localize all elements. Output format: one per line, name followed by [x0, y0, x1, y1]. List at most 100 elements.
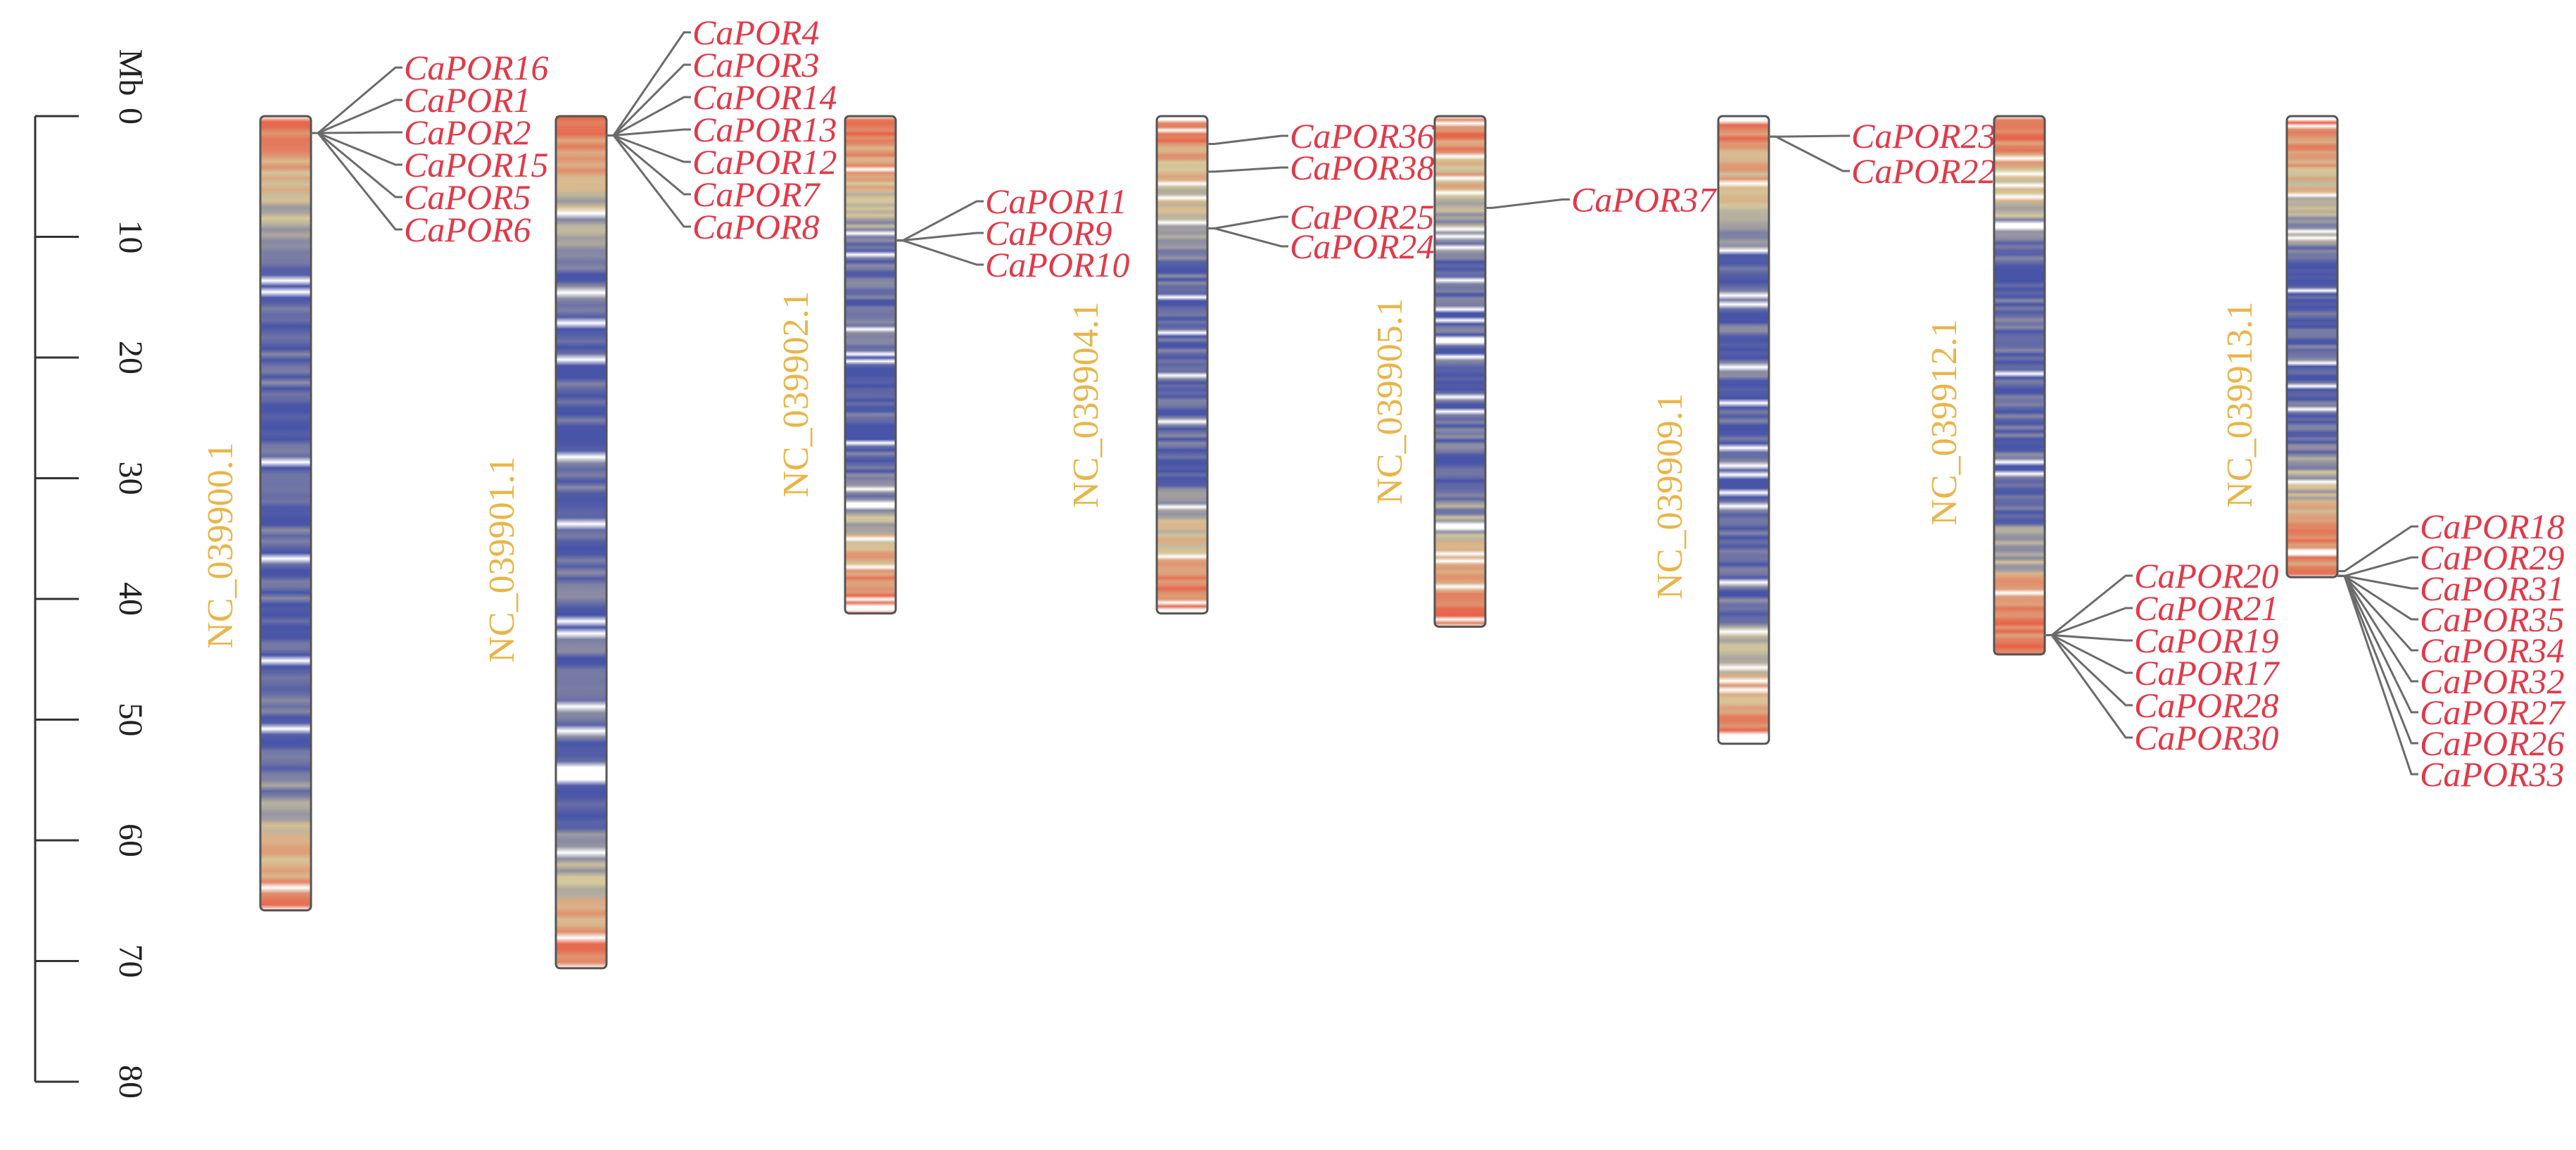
gene-label: CaPOR26: [2420, 724, 2565, 763]
gene-label: CaPOR30: [2134, 718, 2279, 757]
gene-leader-line: [896, 239, 984, 266]
gene-label: CaPOR2: [404, 113, 531, 152]
scale-unit-label: Mb: [112, 49, 149, 96]
chromosome-label: NC_039909.1: [1650, 393, 1690, 599]
scale-tick-label: 60: [112, 823, 149, 857]
scale-bar: 0 10 20 30 40 50 60 70 80 Mb: [34, 49, 149, 1099]
gene-label: CaPOR3: [692, 45, 820, 84]
chromosome-NC_039913-1: NC_039913.1CaPOR18CaPOR29CaPOR31CaPOR35C…: [2220, 115, 2566, 794]
gene-leader-line: [311, 131, 402, 134]
chromosome-body: [1994, 116, 2045, 655]
gene-leader-line: [1207, 134, 1288, 145]
chromosome-NC_039905-1: NC_039905.1 CaPOR37: [1370, 115, 1718, 628]
gene-label: CaPOR11: [985, 182, 1127, 221]
gene-label: CaPOR27: [2420, 693, 2566, 732]
chromosome-NC_039912-1: NC_039912.1CaPOR20CaPOR21CaPOR19CaPOR17C…: [1924, 115, 2280, 757]
gene-label: CaPOR38: [1290, 148, 1435, 187]
chromosome-outline: [554, 115, 608, 970]
gene-label: CaPOR32: [2420, 662, 2565, 701]
chromosome-body: [1157, 116, 1207, 614]
gene-label: CaPOR16: [404, 48, 549, 87]
gene-label: CaPOR29: [2420, 538, 2565, 577]
chromosomes: NC_039900.1CaPOR16CaPOR1CaPOR2CaPOR15CaP…: [201, 13, 2566, 970]
gene-leader-line: [2045, 574, 2133, 636]
gene-leader-line: [1207, 227, 1288, 248]
gene-label: CaPOR8: [692, 207, 820, 246]
chromosome-outline: [1993, 115, 2046, 656]
scale-tick-label: 40: [112, 582, 149, 616]
chromosome-outline: [2285, 115, 2339, 579]
gene-label: CaPOR25: [1290, 197, 1435, 236]
gene-leader-line: [1207, 215, 1288, 229]
gene-label: CaPOR33: [2420, 754, 2565, 794]
scale-tick-label: 80: [112, 1065, 149, 1099]
gene-leader-line: [607, 31, 691, 137]
chromosome-label: NC_039912.1: [1924, 319, 1965, 525]
gene-label: CaPOR34: [2420, 631, 2565, 670]
gene-label: CaPOR24: [1290, 227, 1435, 266]
gene-label: CaPOR9: [985, 213, 1112, 253]
gene-leader-line: [311, 132, 402, 231]
gene-label: CaPOR21: [2134, 588, 2279, 628]
chromosome-body: [556, 116, 607, 968]
scale-tick-label: 50: [112, 703, 149, 737]
gene-label: CaPOR28: [2134, 685, 2279, 725]
gene-leader-line: [2045, 633, 2133, 739]
gene-label: CaPOR18: [2420, 507, 2565, 546]
gene-leader-line: [1207, 166, 1288, 173]
gene-leader-line: [1485, 198, 1570, 209]
chromosome-label: NC_039904.1: [1066, 301, 1106, 507]
gene-label: CaPOR17: [2134, 653, 2280, 693]
chromosome-outline: [844, 115, 897, 615]
gene-label: CaPOR7: [692, 175, 821, 214]
gene-leader-line: [607, 134, 691, 228]
gene-label: CaPOR31: [2420, 569, 2565, 608]
chromosome-body: [1435, 116, 1485, 627]
chromosome-label: NC_039900.1: [201, 442, 241, 648]
chromosome-label: NC_039913.1: [2220, 301, 2260, 507]
scale-tick-label: 30: [112, 462, 149, 495]
gene-label: CaPOR36: [1290, 116, 1435, 156]
gene-label: CaPOR37: [1571, 179, 1718, 219]
gene-label: CaPOR14: [692, 77, 837, 117]
gene-label: CaPOR4: [692, 13, 820, 52]
gene-leader-line: [1769, 134, 1850, 138]
scale-tick-label: 70: [112, 944, 149, 978]
chromosome-body: [260, 116, 311, 911]
chromosome-outline: [259, 115, 312, 911]
scale-tick-label: 0: [112, 108, 149, 125]
chromosome-outline: [1155, 115, 1209, 615]
gene-label: CaPOR6: [404, 210, 531, 249]
gene-label: CaPOR22: [1851, 151, 1996, 191]
gene-label: CaPOR13: [692, 110, 837, 149]
chromosome-body: [845, 116, 896, 614]
gene-leader-line: [2337, 574, 2418, 745]
gene-label: CaPOR10: [985, 245, 1130, 284]
chromosome-NC_039900-1: NC_039900.1CaPOR16CaPOR1CaPOR2CaPOR15CaP…: [201, 48, 549, 911]
gene-label: CaPOR19: [2134, 621, 2279, 660]
chromosome-body: [1718, 116, 1769, 744]
gene-label: CaPOR20: [2134, 556, 2279, 595]
gene-leader-line: [311, 66, 402, 134]
chromosome-label: NC_039902.1: [776, 291, 816, 497]
scale-tick-label: 20: [112, 341, 149, 374]
gene-leader-line: [1769, 135, 1850, 172]
scale-tick-label: 10: [112, 220, 149, 254]
gene-label: CaPOR12: [692, 142, 837, 182]
gene-label: CaPOR5: [404, 177, 531, 217]
chromosome-NC_039901-1: NC_039901.1CaPOR4CaPOR3CaPOR14CaPOR13CaP…: [482, 13, 837, 970]
gene-label: CaPOR23: [1851, 116, 1996, 156]
chromosome-label: NC_039901.1: [482, 456, 522, 662]
chromosome-outline: [1717, 115, 1770, 745]
chromosome-body: [2287, 116, 2337, 578]
chromosome-outline: [1433, 115, 1487, 628]
gene-label: CaPOR35: [2420, 600, 2565, 639]
gene-leader-line: [2337, 525, 2418, 573]
gene-label: CaPOR1: [404, 80, 531, 120]
gene-label: CaPOR15: [404, 145, 549, 184]
chromosome-label: NC_039905.1: [1370, 298, 1410, 504]
gene-leader-line: [2337, 574, 2418, 776]
